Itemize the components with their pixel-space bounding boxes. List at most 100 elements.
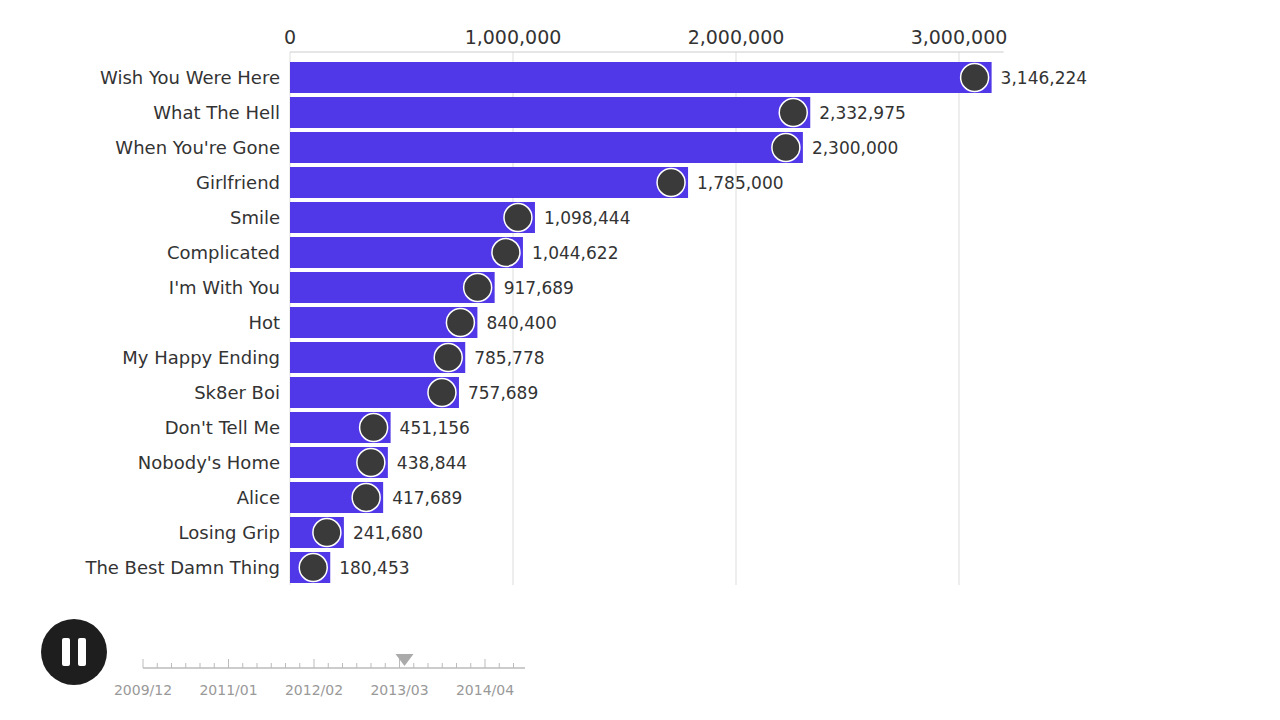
category-label: The Best Damn Thing bbox=[84, 557, 280, 578]
timeline-tick bbox=[171, 663, 172, 668]
timeline-tick bbox=[143, 659, 144, 668]
timeline-tick bbox=[228, 659, 229, 668]
timeline-tick bbox=[356, 663, 357, 668]
value-label: 757,689 bbox=[468, 383, 538, 403]
timeline-tick bbox=[485, 659, 486, 668]
pause-icon bbox=[62, 638, 70, 666]
category-label: When You're Gone bbox=[115, 137, 280, 158]
timeline-label: 2009/12 bbox=[114, 682, 172, 698]
value-label: 785,778 bbox=[474, 348, 544, 368]
value-label: 1,044,622 bbox=[532, 243, 619, 263]
pause-icon bbox=[78, 638, 86, 666]
value-label: 180,453 bbox=[339, 558, 409, 578]
tick-label: 3,000,000 bbox=[911, 26, 1008, 48]
bar-icon bbox=[352, 484, 380, 512]
category-label: Smile bbox=[230, 207, 280, 228]
value-label: 1,098,444 bbox=[544, 208, 631, 228]
bar bbox=[290, 62, 992, 93]
tick-label: 2,000,000 bbox=[688, 26, 785, 48]
value-label: 438,844 bbox=[397, 453, 467, 473]
bar bbox=[290, 307, 477, 338]
timeline-tick bbox=[385, 663, 386, 668]
bar-icon bbox=[504, 204, 532, 232]
bar bbox=[290, 447, 388, 478]
bar bbox=[290, 342, 465, 373]
timeline-tick bbox=[499, 663, 500, 668]
bar bbox=[290, 377, 459, 408]
bar bbox=[290, 202, 535, 233]
timeline-tick bbox=[314, 659, 315, 668]
timeline-tick bbox=[456, 663, 457, 668]
value-label: 2,300,000 bbox=[812, 138, 899, 158]
category-label: Hot bbox=[248, 312, 280, 333]
bar-icon bbox=[434, 344, 462, 372]
value-label: 451,156 bbox=[400, 418, 470, 438]
timeline-label: 2013/03 bbox=[370, 682, 428, 698]
category-label: Complicated bbox=[167, 242, 280, 263]
timeline-tick bbox=[285, 663, 286, 668]
bar-icon bbox=[446, 309, 474, 337]
bar bbox=[290, 552, 330, 583]
category-label: Nobody's Home bbox=[138, 452, 280, 473]
bar bbox=[290, 97, 810, 128]
category-label: Girlfriend bbox=[196, 172, 280, 193]
bar bbox=[290, 167, 688, 198]
timeline-tick bbox=[328, 663, 329, 668]
pause-button[interactable] bbox=[41, 619, 107, 685]
timeline-tick bbox=[242, 663, 243, 668]
bar-icon bbox=[961, 64, 989, 92]
timeline-tick bbox=[200, 663, 201, 668]
timeline-tick bbox=[157, 663, 158, 668]
timeline-tick bbox=[257, 663, 258, 668]
bar-icon bbox=[428, 379, 456, 407]
grid-line bbox=[959, 52, 960, 585]
timeline-tick bbox=[214, 663, 215, 668]
bar-icon bbox=[357, 449, 385, 477]
tick-label: 1,000,000 bbox=[465, 26, 562, 48]
timeline-tick bbox=[342, 663, 343, 668]
timeline-tick bbox=[271, 663, 272, 668]
bar-icon bbox=[657, 169, 685, 197]
value-label: 417,689 bbox=[392, 488, 462, 508]
bar-icon bbox=[299, 554, 327, 582]
timeline-label: 2012/02 bbox=[285, 682, 343, 698]
value-label: 241,680 bbox=[353, 523, 423, 543]
bar bbox=[290, 517, 344, 548]
bar-icon bbox=[492, 239, 520, 267]
bar-icon bbox=[772, 134, 800, 162]
timeline-tick bbox=[428, 663, 429, 668]
category-label: Sk8er Boi bbox=[194, 382, 280, 403]
timeline-tick bbox=[371, 663, 372, 668]
value-label: 2,332,975 bbox=[819, 103, 906, 123]
value-label: 917,689 bbox=[504, 278, 574, 298]
timeline-tick bbox=[413, 663, 414, 668]
timeline-marker[interactable] bbox=[396, 654, 414, 666]
value-label: 1,785,000 bbox=[697, 173, 784, 193]
bar-icon bbox=[360, 414, 388, 442]
timeline-tick bbox=[399, 659, 400, 668]
timeline-tick bbox=[299, 663, 300, 668]
category-label: What The Hell bbox=[153, 102, 280, 123]
axis-line bbox=[290, 52, 1004, 53]
timeline-tick bbox=[185, 663, 186, 668]
bar bbox=[290, 132, 803, 163]
bar bbox=[290, 482, 383, 513]
category-label: I'm With You bbox=[169, 277, 280, 298]
timeline-label: 2014/04 bbox=[456, 682, 514, 698]
bar-icon bbox=[464, 274, 492, 302]
value-label: 3,146,224 bbox=[1001, 68, 1088, 88]
category-label: My Happy Ending bbox=[122, 347, 280, 368]
chart: 01,000,0002,000,0003,000,000Wish You Wer… bbox=[0, 0, 1280, 720]
category-label: Losing Grip bbox=[179, 522, 280, 543]
grid-line bbox=[736, 52, 737, 585]
timeline-tick bbox=[470, 663, 471, 668]
bar bbox=[290, 272, 495, 303]
bar-icon bbox=[313, 519, 341, 547]
timeline-tick bbox=[442, 663, 443, 668]
category-label: Wish You Were Here bbox=[100, 67, 280, 88]
timeline-label: 2011/01 bbox=[199, 682, 257, 698]
value-label: 840,400 bbox=[486, 313, 556, 333]
bar bbox=[290, 237, 523, 268]
timeline-tick bbox=[513, 663, 514, 668]
bars bbox=[290, 62, 992, 583]
